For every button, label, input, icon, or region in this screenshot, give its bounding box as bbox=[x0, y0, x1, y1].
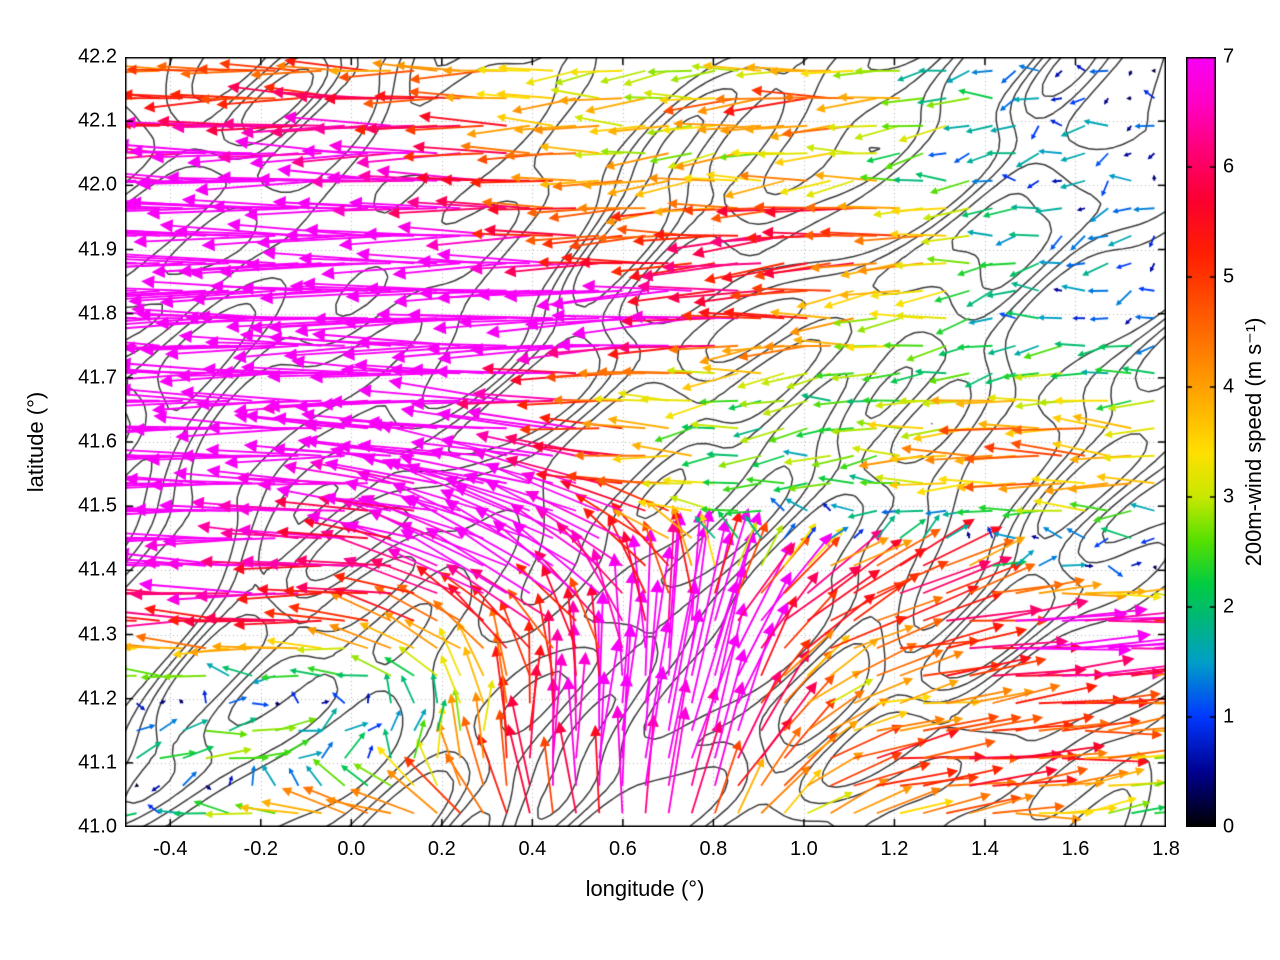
plot-canvas bbox=[125, 57, 1166, 827]
y-tick-label: 41.1 bbox=[78, 751, 117, 774]
x-tick-label: 1.2 bbox=[880, 838, 909, 860]
y-tick-label: 41.4 bbox=[78, 558, 117, 581]
y-tick-label: 41.0 bbox=[78, 815, 117, 838]
y-tick-label: 41.6 bbox=[78, 430, 117, 453]
y-tick-label: 42.0 bbox=[78, 173, 117, 196]
colorbar-tick-label: 7 bbox=[1223, 45, 1235, 68]
y-tick-label: 41.5 bbox=[78, 494, 117, 517]
y-tick-label: 41.2 bbox=[78, 687, 117, 710]
y-tick-label: 41.9 bbox=[78, 238, 117, 260]
x-axis-title: longitude (°) bbox=[585, 876, 705, 901]
y-tick-label: 41.7 bbox=[78, 366, 117, 389]
x-tick-label: 0.4 bbox=[518, 838, 547, 860]
colorbar-tick-label: 6 bbox=[1223, 155, 1235, 178]
colorbar-tick-label: 1 bbox=[1223, 705, 1235, 728]
x-tick-label: 1.0 bbox=[790, 838, 818, 860]
x-tick-label: 0.2 bbox=[427, 838, 456, 860]
x-tick-label: 1.8 bbox=[1152, 838, 1180, 860]
colorbar-canvas bbox=[1186, 57, 1216, 827]
x-tick-label: 1.4 bbox=[971, 838, 999, 860]
y-tick-label: 41.8 bbox=[78, 302, 117, 325]
colorbar-tick-label: 4 bbox=[1223, 375, 1235, 398]
x-tick-label: 0.0 bbox=[337, 838, 366, 860]
y-tick-label: 42.1 bbox=[78, 109, 117, 132]
x-tick-label: -0.2 bbox=[243, 838, 279, 860]
colorbar-tick-label: 3 bbox=[1223, 485, 1235, 508]
colorbar-tick-label: 5 bbox=[1223, 265, 1235, 288]
x-tick-label: 0.8 bbox=[699, 838, 728, 860]
x-tick-label: 1.6 bbox=[1061, 838, 1090, 860]
colorbar-title: 200m-wind speed (m s⁻¹) bbox=[1241, 317, 1266, 567]
colorbar-tick-label: 0 bbox=[1223, 815, 1235, 838]
colorbar-tick-label: 2 bbox=[1223, 595, 1235, 618]
y-tick-label: 42.2 bbox=[78, 45, 117, 68]
x-tick-label: 0.6 bbox=[608, 838, 637, 860]
x-tick-label: -0.4 bbox=[153, 838, 188, 860]
y-tick-label: 41.3 bbox=[78, 623, 117, 645]
